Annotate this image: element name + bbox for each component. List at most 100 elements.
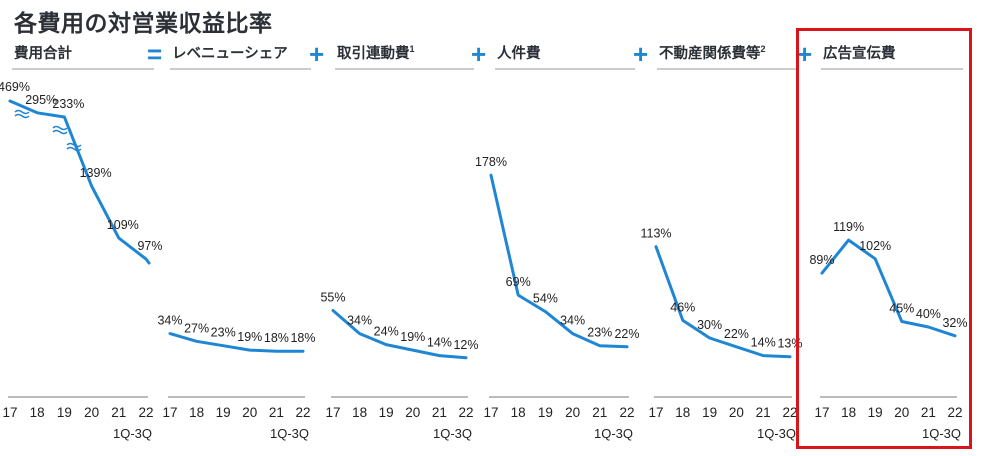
panel-title: 広告宣伝費 — [823, 44, 896, 62]
data-label: 233% — [52, 97, 84, 111]
series-line — [820, 238, 957, 338]
data-label: 40% — [916, 307, 941, 321]
period-note: 1Q-3Q — [270, 426, 309, 441]
panel-title: 不動産関係費等2 — [659, 44, 766, 62]
operator-equals: = — [147, 39, 162, 69]
data-label: 89% — [809, 253, 834, 267]
data-label: 119% — [833, 220, 864, 234]
operator-plus: + — [633, 39, 648, 69]
data-label: 24% — [374, 325, 399, 339]
data-label: 30% — [697, 318, 722, 332]
x-tick-label: 17 — [162, 405, 177, 420]
period-note: 1Q-3Q — [922, 426, 961, 441]
x-tick-label: 18 — [352, 405, 367, 420]
data-label: 23% — [587, 326, 612, 340]
data-label: 14% — [427, 336, 452, 350]
data-label: 12% — [453, 338, 478, 352]
axis-break-mark — [66, 142, 82, 148]
data-label: 139% — [80, 166, 112, 180]
x-tick-label: 17 — [648, 405, 663, 420]
x-tick-label: 21 — [592, 405, 607, 420]
x-tick-label: 22 — [295, 405, 310, 420]
x-tick-label: 22 — [458, 405, 473, 420]
operator-plus: + — [309, 39, 324, 69]
x-tick-label: 19 — [379, 405, 394, 420]
panel-title: 人件費 — [497, 44, 541, 62]
x-tick-label: 19 — [216, 405, 231, 420]
series-line — [489, 173, 629, 349]
data-label: 23% — [211, 326, 236, 340]
x-tick-label: 20 — [565, 405, 580, 420]
x-tick-label: 22 — [782, 405, 797, 420]
data-label: 19% — [237, 330, 262, 344]
data-label: 54% — [533, 292, 558, 306]
x-tick-label: 18 — [511, 405, 526, 420]
data-label: 45% — [889, 302, 914, 316]
x-tick-label: 18 — [675, 405, 690, 420]
x-tick-label: 21 — [921, 405, 936, 420]
highlight-box — [796, 28, 972, 449]
x-tick-label: 20 — [729, 405, 744, 420]
x-tick-label: 17 — [814, 405, 829, 420]
data-label: 22% — [614, 327, 639, 341]
series-line — [8, 99, 151, 265]
x-tick-label: 21 — [269, 405, 284, 420]
data-label: 97% — [137, 239, 162, 253]
x-tick-label: 19 — [702, 405, 717, 420]
data-label: 34% — [347, 314, 372, 328]
data-label: 46% — [670, 300, 695, 314]
data-label: 102% — [859, 239, 891, 253]
x-tick-label: 20 — [84, 405, 99, 420]
x-tick-label: 20 — [894, 405, 909, 420]
data-label: 32% — [942, 316, 967, 330]
data-label: 14% — [751, 336, 776, 350]
series-line — [654, 245, 792, 359]
footnote-marker: 1 — [410, 44, 415, 54]
operator-plus: + — [471, 39, 486, 69]
x-tick-label: 19 — [57, 405, 72, 420]
panel-title: 取引連動費1 — [337, 44, 415, 62]
panel-title: レベニューシェア — [172, 46, 288, 62]
x-tick-label: 22 — [619, 405, 634, 420]
period-note: 1Q-3Q — [594, 426, 633, 441]
x-tick-label: 20 — [242, 405, 257, 420]
x-tick-label: 21 — [111, 405, 126, 420]
x-tick-label: 17 — [483, 405, 498, 420]
x-tick-label: 20 — [405, 405, 420, 420]
x-tick-label: 17 — [2, 405, 17, 420]
x-tick-label: 17 — [325, 405, 340, 420]
period-note: 1Q-3Q — [757, 426, 796, 441]
x-tick-label: 21 — [756, 405, 771, 420]
data-label: 18% — [290, 331, 315, 345]
x-tick-label: 18 — [189, 405, 204, 420]
period-note: 1Q-3Q — [113, 426, 152, 441]
data-label: 178% — [475, 155, 507, 169]
data-label: 295% — [25, 93, 57, 107]
data-label: 113% — [640, 227, 671, 241]
x-tick-label: 21 — [432, 405, 447, 420]
data-label: 469% — [0, 80, 30, 94]
x-tick-label: 22 — [138, 405, 153, 420]
data-label: 18% — [264, 331, 289, 345]
data-label: 69% — [506, 275, 531, 289]
axis-break-mark — [52, 125, 68, 131]
page-title: 各費用の対営業収益比率 — [14, 10, 273, 36]
data-label: 27% — [184, 321, 209, 335]
axis-break-mark — [52, 129, 68, 135]
axis-break-mark — [14, 113, 30, 119]
data-label: 34% — [560, 314, 585, 328]
x-tick-label: 18 — [841, 405, 856, 420]
data-label: 19% — [400, 330, 425, 344]
data-label: 34% — [157, 314, 182, 328]
footnote-marker: 2 — [761, 44, 766, 54]
panel-title: 費用合計 — [14, 44, 72, 62]
x-tick-label: 22 — [947, 405, 962, 420]
axis-break-mark — [14, 109, 30, 115]
data-label: 55% — [320, 291, 345, 305]
data-label: 109% — [107, 218, 139, 232]
operator-plus: + — [797, 39, 812, 69]
x-tick-label: 18 — [30, 405, 45, 420]
x-tick-label: 19 — [868, 405, 883, 420]
series-line — [168, 332, 305, 353]
